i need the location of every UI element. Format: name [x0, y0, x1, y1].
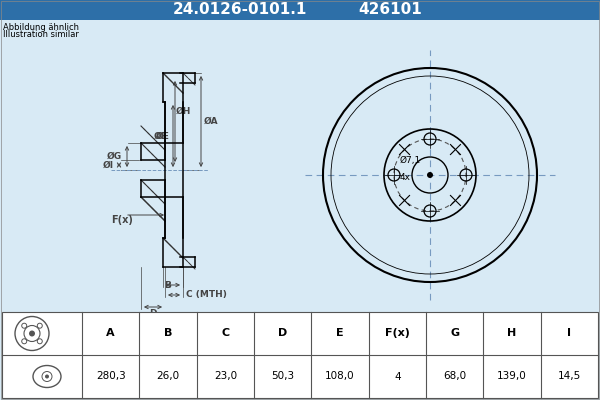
Text: ØH: ØH [176, 107, 191, 116]
Text: B: B [164, 282, 171, 290]
Bar [2, 312, 598, 398]
Text: ØG: ØG [107, 152, 122, 161]
Text: E: E [336, 328, 344, 338]
Text: Illustration similar: Illustration similar [3, 30, 79, 39]
Text: ØI: ØI [103, 160, 114, 170]
Text: 50,3: 50,3 [271, 372, 294, 382]
Text: ØE: ØE [154, 132, 168, 140]
Text: D: D [278, 328, 287, 338]
Text: 426101: 426101 [358, 2, 422, 18]
Text: 24.0126-0101.1: 24.0126-0101.1 [173, 2, 307, 18]
Text: ØE: ØE [156, 132, 170, 140]
Circle shape [29, 330, 35, 336]
Text: B: B [164, 328, 172, 338]
Circle shape [45, 374, 49, 378]
Text: F(x): F(x) [111, 215, 133, 225]
Text: 14,5: 14,5 [558, 372, 581, 382]
Circle shape [427, 172, 433, 178]
Text: 139,0: 139,0 [497, 372, 527, 382]
Text: 23,0: 23,0 [214, 372, 237, 382]
Text: ØA: ØA [204, 117, 218, 126]
Text: 4: 4 [394, 372, 401, 382]
Text: 26,0: 26,0 [157, 372, 179, 382]
Text: A: A [106, 328, 115, 338]
Bar [0, 0, 600, 20]
Text: C (MTH): C (MTH) [186, 290, 227, 300]
Text: G: G [450, 328, 459, 338]
Text: 68,0: 68,0 [443, 372, 466, 382]
Text: 280,3: 280,3 [96, 372, 125, 382]
Text: F(x): F(x) [385, 328, 410, 338]
Text: Ø7,1: Ø7,1 [400, 156, 421, 165]
Text: D: D [149, 309, 157, 318]
Text: 108,0: 108,0 [325, 372, 355, 382]
Text: 4x: 4x [400, 173, 411, 182]
Text: H: H [508, 328, 517, 338]
Text: Abbildung ähnlich: Abbildung ähnlich [3, 23, 79, 32]
Text: C: C [221, 328, 229, 338]
Text: I: I [568, 328, 571, 338]
